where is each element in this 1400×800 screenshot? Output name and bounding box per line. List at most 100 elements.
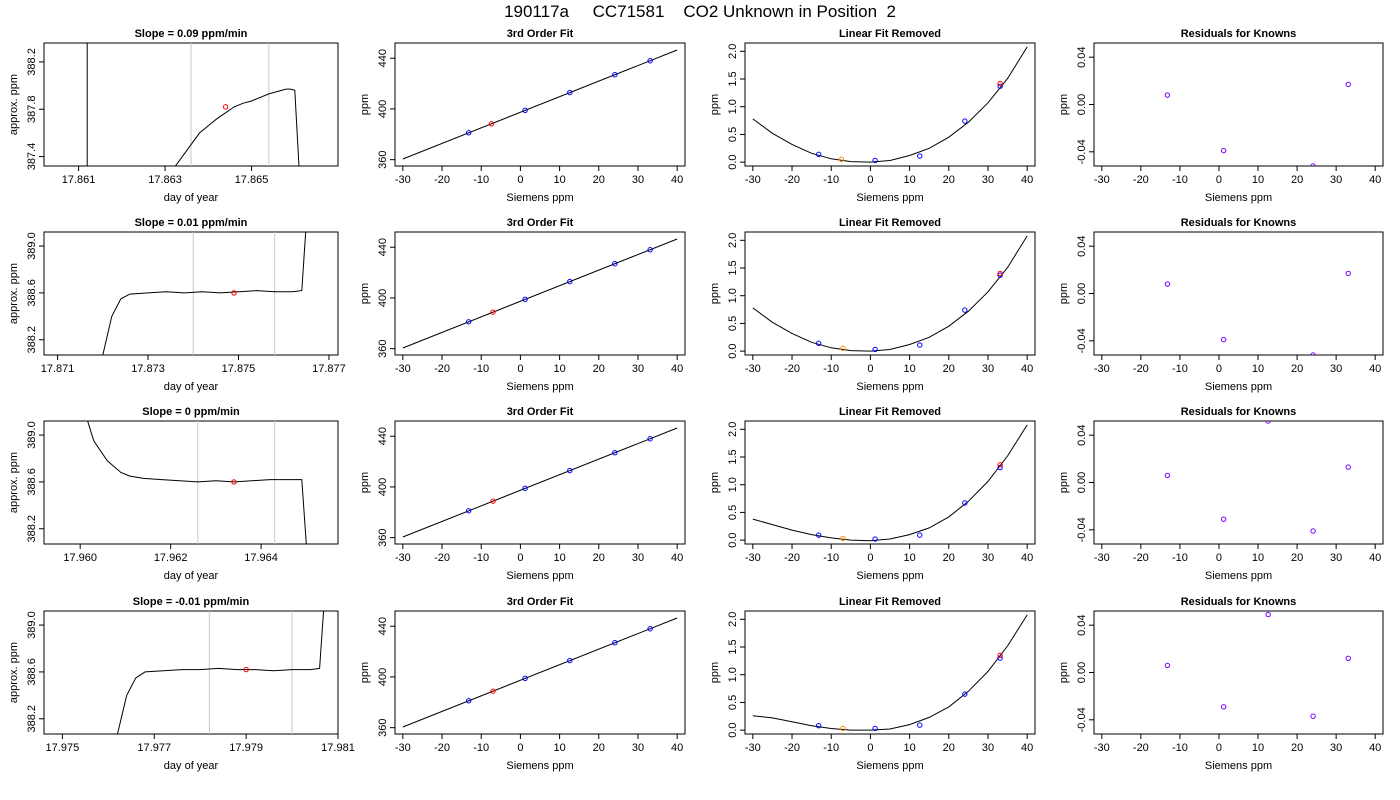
x-tick-label: 10 <box>903 552 915 564</box>
y-axis-label: ppm <box>709 94 721 115</box>
x-tick-label: 17.877 <box>312 363 346 375</box>
x-tick-label: 30 <box>1330 174 1342 186</box>
known-point <box>962 307 968 313</box>
plot-area <box>117 611 325 734</box>
x-tick-label: -30 <box>1094 552 1110 564</box>
x-tick-label: 17.863 <box>148 174 182 186</box>
x-tick-label: 10 <box>903 742 915 754</box>
x-tick-label: 30 <box>632 742 644 754</box>
x-tick-label: -20 <box>1133 363 1149 375</box>
y-tick-label: 0.5 <box>727 127 739 142</box>
x-tick-label: 40 <box>1021 552 1033 564</box>
known-point <box>997 83 1003 89</box>
y-tick-label: 440 <box>377 238 389 256</box>
plot-area <box>752 614 1028 732</box>
plot-area <box>86 43 300 166</box>
x-axis-label: Siemens ppm <box>1205 760 1272 772</box>
plot-frame <box>394 610 686 735</box>
y-tick-label: 2.0 <box>727 44 739 59</box>
y-tick-label: 440 <box>377 427 389 445</box>
x-tick-label: 0 <box>517 742 523 754</box>
x-axis-label: Siemens ppm <box>506 570 573 582</box>
y-axis-label: approx. ppm <box>8 263 20 324</box>
x-tick-label: 20 <box>593 742 605 754</box>
panel-cubic-fit-row-4: 3rd Order Fit -30 -20 -10 0 10 20 30 40 360 400 440… <box>359 596 686 772</box>
fit-line <box>402 617 678 728</box>
x-tick-label: -30 <box>1094 742 1110 754</box>
y-tick-label: 0.5 <box>727 505 739 520</box>
residual-point <box>1345 270 1351 277</box>
x-tick-label: -30 <box>1094 174 1110 186</box>
y-tick-label: 388.2 <box>26 48 38 76</box>
x-tick-label: 20 <box>1291 174 1303 186</box>
known-point <box>872 157 878 164</box>
residual-point <box>1265 421 1271 424</box>
x-axis-label: day of year <box>164 381 219 393</box>
panel-time-series-row-3: Slope = 0 ppm/min 17.960 17.962 17.964 388.2… <box>8 406 339 582</box>
known-point <box>647 58 653 64</box>
x-axis-label: day of year <box>164 570 219 582</box>
x-tick-label: -10 <box>823 174 839 186</box>
x-tick-label: -10 <box>1172 742 1188 754</box>
y-tick-label: 440 <box>377 617 389 635</box>
fit-line <box>402 238 678 349</box>
known-point <box>647 247 653 253</box>
y-tick-label: 2.0 <box>727 612 739 627</box>
x-axis-label: day of year <box>164 192 219 204</box>
unknown-point <box>490 498 496 504</box>
plot-frame <box>1093 420 1384 545</box>
x-tick-label: 20 <box>593 552 605 564</box>
y-tick-label: 2.0 <box>727 422 739 437</box>
x-tick-label: 40 <box>671 552 683 564</box>
panel-title: Residuals for Knowns <box>1181 217 1297 229</box>
panel-time-series-row-1: Slope = 0.09 ppm/min 17.861 17.863 17.865 38… <box>8 28 339 204</box>
panel-title: Slope = -0.01 ppm/min <box>133 596 250 608</box>
x-tick-label: 0 <box>867 174 873 186</box>
plot-area <box>1164 611 1351 719</box>
x-tick-label: 0 <box>1216 742 1222 754</box>
x-tick-label: 10 <box>903 363 915 375</box>
panel-title: 3rd Order Fit <box>507 596 574 608</box>
x-tick-label: 20 <box>593 363 605 375</box>
y-axis-label: ppm <box>359 472 371 493</box>
y-tick-label: 0.04 <box>1076 614 1088 635</box>
x-tick-label: 40 <box>1369 552 1381 564</box>
residual-point <box>1164 662 1171 669</box>
x-tick-label: 17.861 <box>62 174 96 186</box>
y-tick-label: 1.0 <box>727 99 739 114</box>
known-point <box>962 500 968 506</box>
x-tick-label: -30 <box>745 742 761 754</box>
known-point <box>567 467 573 474</box>
known-point <box>917 153 923 159</box>
y-tick-label: 400 <box>377 478 389 496</box>
y-tick-label: 360 <box>377 718 389 736</box>
panel-title: Residuals for Knowns <box>1181 28 1297 40</box>
panel-residuals-row-1: Residuals for Knowns -30 -20 -10 0 10 20 30 40 -0… <box>1058 28 1384 204</box>
y-tick-label: 388.2 <box>26 515 38 543</box>
x-tick-label: 40 <box>1369 174 1381 186</box>
y-tick-label: 360 <box>377 528 389 546</box>
y-tick-label: 1.5 <box>727 639 739 654</box>
known-point <box>997 655 1003 661</box>
residual-point <box>1310 352 1316 355</box>
y-tick-label: 0.00 <box>1076 472 1088 493</box>
y-tick-label: 360 <box>377 150 389 168</box>
x-axis-label: Siemens ppm <box>856 192 923 204</box>
x-tick-label: -20 <box>434 363 450 375</box>
x-tick-label: 40 <box>671 363 683 375</box>
x-tick-label: -20 <box>784 552 800 564</box>
x-tick-label: -30 <box>745 174 761 186</box>
y-axis-label: approx. ppm <box>8 74 20 135</box>
y-tick-label: 0.5 <box>727 316 739 331</box>
plot-frame <box>43 420 339 545</box>
x-axis-label: Siemens ppm <box>856 570 923 582</box>
y-tick-label: 0.0 <box>727 154 739 169</box>
y-tick-label: 388.2 <box>26 705 38 733</box>
known-point <box>997 272 1003 278</box>
x-tick-label: -20 <box>1133 552 1149 564</box>
x-tick-label: 40 <box>1021 742 1033 754</box>
panel-linear-removed-row-3: Linear Fit Removed -30 -20 -10 0 10 20 30 40 0.0 0… <box>709 406 1036 582</box>
fit-curve <box>752 235 1028 352</box>
plot-area <box>402 238 678 349</box>
